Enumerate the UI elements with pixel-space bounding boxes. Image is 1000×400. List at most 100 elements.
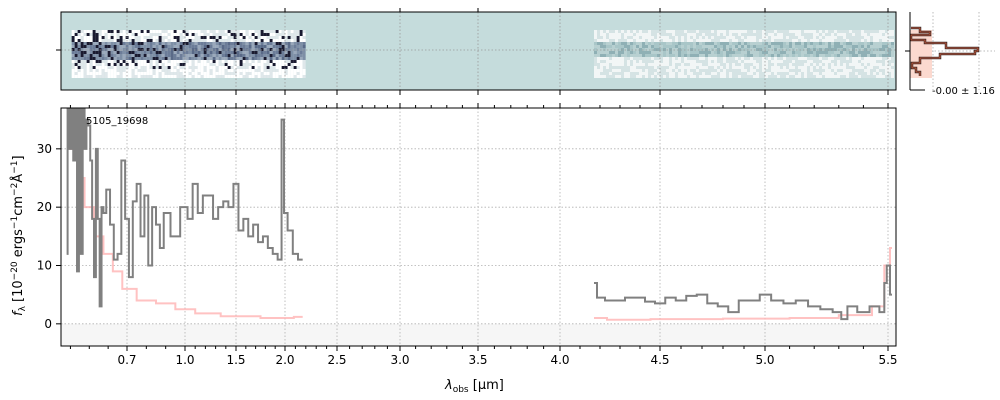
2d-pixel <box>678 75 681 78</box>
2d-pixel <box>302 63 306 66</box>
x-tick-label: 4.5 <box>650 353 669 367</box>
2d-pixel <box>780 39 783 42</box>
2d-pixel <box>603 57 606 60</box>
2d-pixel <box>879 69 882 72</box>
2d-pixel <box>116 69 120 72</box>
2d-pixel <box>720 39 723 42</box>
2d-pixel <box>816 42 819 45</box>
2d-pixel <box>849 30 852 33</box>
2d-pixel <box>738 54 741 57</box>
2d-pixel <box>633 63 636 66</box>
2d-pixel <box>858 66 861 69</box>
2d-pixel <box>852 69 855 72</box>
2d-pixel <box>624 45 627 48</box>
2d-pixel <box>861 30 864 33</box>
2d-pixel <box>281 75 285 78</box>
2d-pixel <box>278 42 282 45</box>
2d-pixel <box>777 33 780 36</box>
2d-pixel <box>92 30 96 33</box>
2d-pixel <box>849 39 852 42</box>
2d-pixel <box>738 72 741 75</box>
2d-pixel <box>708 60 711 63</box>
2d-pixel <box>275 33 279 36</box>
2d-pixel <box>723 45 726 48</box>
2d-pixel <box>657 36 660 39</box>
2d-pixel <box>212 57 216 60</box>
2d-pixel <box>74 42 78 45</box>
2d-pixel <box>200 30 204 33</box>
2d-pixel <box>203 42 207 45</box>
2d-pixel <box>795 54 798 57</box>
2d-pixel <box>747 63 750 66</box>
2d-pixel <box>810 39 813 42</box>
2d-pixel <box>185 36 189 39</box>
2d-pixel <box>71 66 75 69</box>
2d-pixel <box>693 57 696 60</box>
2d-pixel <box>717 48 720 51</box>
2d-pixel <box>182 30 186 33</box>
2d-pixel <box>645 33 648 36</box>
2d-pixel <box>137 39 141 42</box>
2d-pixel <box>248 51 252 54</box>
2d-pixel <box>134 45 138 48</box>
2d-pixel <box>741 48 744 51</box>
2d-pixel <box>843 48 846 51</box>
2d-pixel <box>732 48 735 51</box>
2d-pixel <box>609 66 612 69</box>
2d-pixel <box>254 63 258 66</box>
2d-pixel <box>750 72 753 75</box>
2d-pixel <box>245 42 249 45</box>
2d-pixel <box>657 66 660 69</box>
2d-pixel <box>621 75 624 78</box>
2d-pixel <box>684 33 687 36</box>
2d-pixel <box>299 45 303 48</box>
2d-pixel <box>188 66 192 69</box>
2d-pixel <box>206 36 210 39</box>
2d-pixel <box>828 54 831 57</box>
2d-pixel <box>170 51 174 54</box>
2d-pixel <box>275 57 279 60</box>
2d-pixel <box>272 30 276 33</box>
2d-pixel <box>660 48 663 51</box>
2d-pixel <box>873 30 876 33</box>
2d-pixel <box>245 57 249 60</box>
2d-pixel <box>251 42 255 45</box>
2d-pixel <box>230 39 234 42</box>
2d-pixel <box>849 48 852 51</box>
2d-pixel <box>188 63 192 66</box>
2d-pixel <box>885 30 888 33</box>
2d-pixel <box>678 51 681 54</box>
2d-pixel <box>783 66 786 69</box>
2d-pixel <box>236 57 240 60</box>
2d-pixel <box>726 48 729 51</box>
2d-pixel <box>762 66 765 69</box>
2d-pixel <box>83 66 87 69</box>
2d-pixel <box>843 60 846 63</box>
2d-pixel <box>281 54 285 57</box>
2d-pixel <box>687 42 690 45</box>
2d-pixel <box>609 36 612 39</box>
2d-pixel <box>825 42 828 45</box>
2d-pixel <box>738 51 741 54</box>
2d-pixel <box>158 30 162 33</box>
2d-pixel <box>762 33 765 36</box>
2d-pixel <box>837 60 840 63</box>
2d-pixel <box>278 30 282 33</box>
2d-pixel <box>597 54 600 57</box>
2d-pixel <box>158 51 162 54</box>
2d-pixel <box>98 45 102 48</box>
2d-pixel <box>678 42 681 45</box>
2d-pixel <box>290 42 294 45</box>
2d-pixel <box>176 36 180 39</box>
2d-pixel <box>239 54 243 57</box>
2d-pixel <box>630 54 633 57</box>
2d-pixel <box>690 69 693 72</box>
2d-pixel <box>798 33 801 36</box>
2d-pixel <box>113 75 117 78</box>
2d-pixel <box>636 66 639 69</box>
2d-pixel <box>627 36 630 39</box>
2d-pixel <box>858 57 861 60</box>
2d-pixel <box>732 30 735 33</box>
2d-pixel <box>828 45 831 48</box>
2d-pixel <box>281 39 285 42</box>
